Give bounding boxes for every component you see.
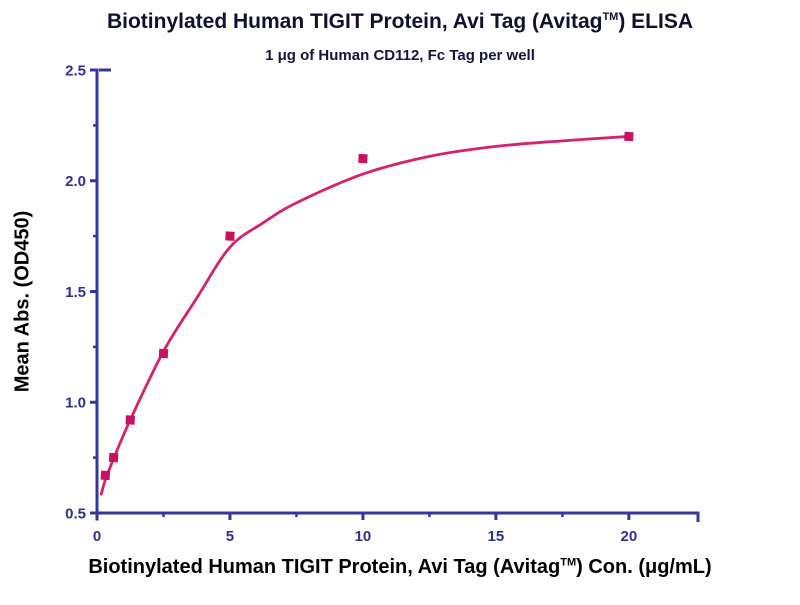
chart-subtitle: 1 μg of Human CD112, Fc Tag per well xyxy=(265,47,535,64)
x-axis-title-text: Biotinylated Human TIGIT Protein, Avi Ta… xyxy=(88,556,561,578)
x-tick-label: 5 xyxy=(226,528,234,545)
x-tick-label: 15 xyxy=(488,528,505,545)
trademark-superscript: TM xyxy=(602,11,619,23)
y-tick-label: 1.5 xyxy=(65,284,86,301)
data-point xyxy=(125,415,135,425)
data-point xyxy=(225,231,235,241)
y-tick-label: 2.5 xyxy=(65,62,86,79)
y-tick-label: 2.0 xyxy=(65,173,86,190)
chart-title-text: Biotinylated Human TIGIT Protein, Avi Ta… xyxy=(106,10,603,33)
data-point xyxy=(624,131,634,142)
data-point xyxy=(358,153,368,164)
y-tick-label: 0.5 xyxy=(65,505,86,522)
chart-title: Biotinylated Human TIGIT Protein, Avi Ta… xyxy=(0,10,800,34)
x-tick-label: 20 xyxy=(621,528,638,545)
data-point xyxy=(158,348,169,359)
x-tick-label: 0 xyxy=(93,528,101,545)
fit-curve xyxy=(99,135,631,496)
y-tick-label: 1.0 xyxy=(65,395,86,412)
chart-title-suffix: ) ELISA xyxy=(618,10,694,33)
trademark-superscript: TM xyxy=(560,556,577,569)
y-axis-title: Mean Abs. (OD450) xyxy=(11,210,34,393)
x-tick-label: 10 xyxy=(355,528,372,545)
x-axis-title: Biotinylated Human TIGIT Protein, Avi Ta… xyxy=(0,556,800,579)
x-axis-title-suffix: ) Con. (μg/mL) xyxy=(576,556,712,578)
data-point xyxy=(100,470,111,481)
data-point xyxy=(108,452,119,463)
